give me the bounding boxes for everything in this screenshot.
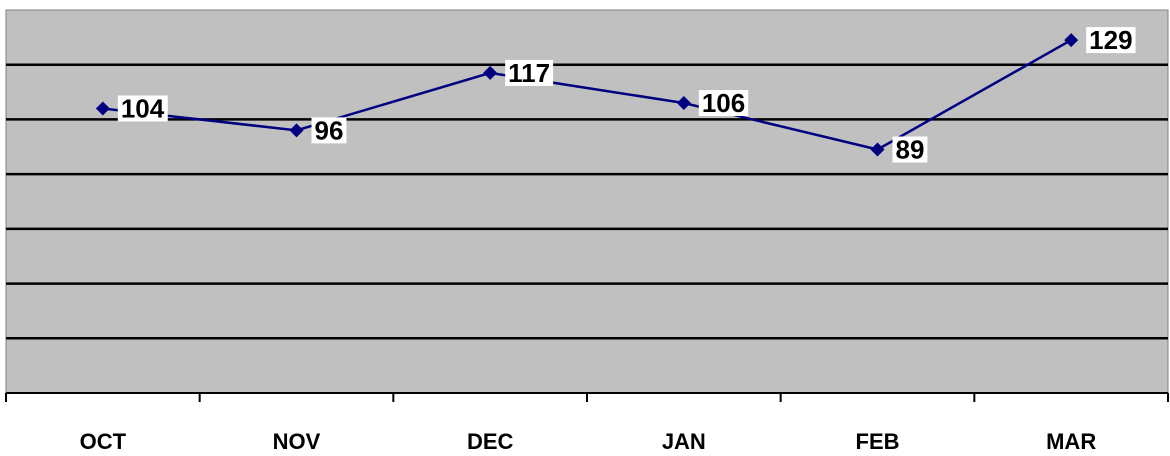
data-label-group: 117: [505, 58, 554, 88]
data-label-background: [1086, 27, 1136, 54]
x-tick-label: MAR: [1046, 429, 1096, 454]
plot-area: [5, 9, 1169, 394]
data-point-marker: [676, 96, 691, 111]
x-axis-ticks: [5, 393, 1169, 402]
x-tick-label: OCT: [80, 429, 127, 454]
x-axis-tick-labels: OCT NOV DEC JAN FEB MAR: [80, 429, 1097, 454]
data-label-background: [892, 136, 928, 163]
x-tick-label: FEB: [856, 429, 900, 454]
data-label: 117: [508, 58, 550, 88]
series-markers: [95, 33, 1079, 157]
data-label-background: [505, 59, 554, 86]
data-label: 89: [896, 135, 925, 165]
x-tick-label: DEC: [467, 429, 514, 454]
data-label-background: [311, 117, 347, 144]
data-label: 129: [1089, 25, 1132, 55]
x-tick-label: NOV: [273, 429, 321, 454]
series-line: [102, 39, 1072, 151]
data-point-marker: [95, 101, 110, 116]
data-label: 96: [315, 115, 344, 145]
x-tick-label: JAN: [662, 429, 706, 454]
data-label-group: 96: [311, 115, 347, 145]
data-label-group: 106: [698, 88, 749, 118]
data-label: 106: [702, 88, 745, 118]
data-point-marker: [870, 142, 885, 157]
data-labels: 104 96 117 106 89 129: [117, 25, 1136, 165]
data-point-marker: [1064, 33, 1079, 48]
data-point-marker: [483, 65, 498, 80]
data-label-background: [698, 90, 749, 117]
data-label-group: 104: [117, 93, 168, 123]
data-label-group: 129: [1086, 25, 1136, 55]
data-point-marker: [289, 123, 304, 138]
data-label-group: 89: [892, 135, 928, 165]
data-label-background: [117, 95, 168, 122]
data-label: 104: [121, 93, 165, 123]
